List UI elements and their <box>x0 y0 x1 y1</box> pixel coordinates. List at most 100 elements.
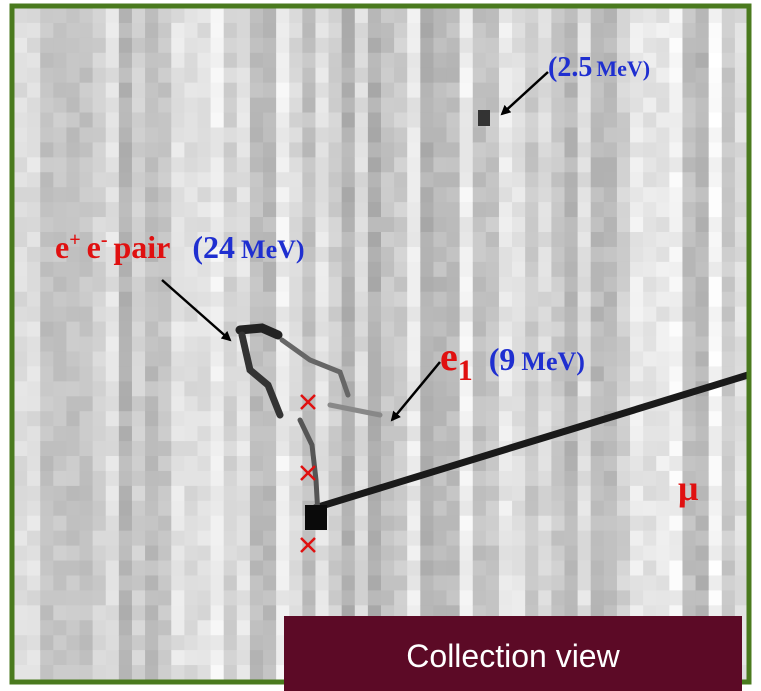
noise-cell <box>14 172 28 187</box>
noise-cell <box>656 53 670 68</box>
noise-cell <box>211 561 225 576</box>
noise-cell <box>14 546 28 561</box>
noise-cell <box>538 486 552 501</box>
noise-cell <box>132 202 146 217</box>
noise-cell <box>237 590 251 605</box>
noise-cell <box>709 516 723 531</box>
noise-cell <box>473 531 487 546</box>
noise-cell <box>656 202 670 217</box>
noise-cell <box>394 98 408 113</box>
noise-cell <box>93 590 107 605</box>
noise-cell <box>27 471 41 486</box>
noise-cell <box>40 575 54 590</box>
noise-cell <box>578 38 592 53</box>
noise-cell <box>630 8 644 23</box>
noise-cell <box>263 83 277 98</box>
noise-cell <box>709 575 723 590</box>
noise-cell <box>709 471 723 486</box>
noise-cell <box>722 217 736 232</box>
noise-cell <box>591 277 605 292</box>
noise-cell <box>145 23 159 38</box>
noise-cell <box>329 187 343 202</box>
blob <box>478 110 490 126</box>
noise-cell <box>14 605 28 620</box>
noise-cell <box>145 561 159 576</box>
noise-cell <box>66 142 80 157</box>
noise-cell <box>145 172 159 187</box>
noise-cell <box>486 8 500 23</box>
noise-cell <box>184 351 198 366</box>
noise-cell <box>80 337 94 352</box>
noise-cell <box>40 187 54 202</box>
noise-cell <box>551 83 565 98</box>
noise-cell <box>447 262 461 277</box>
noise-cell <box>682 262 696 277</box>
noise-cell <box>420 546 434 561</box>
noise-cell <box>263 351 277 366</box>
noise-cell <box>722 247 736 262</box>
noise-cell <box>604 98 618 113</box>
noise-cell <box>394 83 408 98</box>
noise-cell <box>735 441 749 456</box>
noise-cell <box>224 411 238 426</box>
noise-cell <box>27 426 41 441</box>
noise-cell <box>27 157 41 172</box>
noise-cell <box>40 411 54 426</box>
noise-cell <box>302 202 316 217</box>
noise-cell <box>14 217 28 232</box>
noise-cell <box>407 516 421 531</box>
noise-cell <box>315 590 329 605</box>
noise-cell <box>486 292 500 307</box>
noise-cell <box>709 456 723 471</box>
noise-cell <box>565 546 579 561</box>
noise-cell <box>237 456 251 471</box>
noise-cell <box>184 635 198 650</box>
noise-cell <box>565 471 579 486</box>
noise-cell <box>538 38 552 53</box>
noise-cell <box>669 187 683 202</box>
noise-cell <box>132 337 146 352</box>
noise-cell <box>433 232 447 247</box>
noise-cell <box>342 351 356 366</box>
noise-cell <box>66 157 80 172</box>
noise-cell <box>184 516 198 531</box>
noise-cell <box>119 471 133 486</box>
noise-cell <box>145 426 159 441</box>
noise-cell <box>198 172 212 187</box>
noise-cell <box>551 187 565 202</box>
noise-cell <box>237 217 251 232</box>
noise-cell <box>447 113 461 128</box>
noise-cell <box>315 307 329 322</box>
noise-cell <box>630 486 644 501</box>
noise-cell <box>591 456 605 471</box>
noise-cell <box>66 187 80 202</box>
noise-cell <box>237 635 251 650</box>
noise-cell <box>420 351 434 366</box>
noise-cell <box>289 307 303 322</box>
noise-cell <box>198 635 212 650</box>
noise-cell <box>368 157 382 172</box>
noise-cell <box>145 605 159 620</box>
noise-cell <box>656 157 670 172</box>
noise-cell <box>66 605 80 620</box>
noise-cell <box>315 262 329 277</box>
noise-cell <box>211 38 225 53</box>
noise-cell <box>198 396 212 411</box>
noise-cell <box>604 157 618 172</box>
noise-cell <box>643 142 657 157</box>
noise-cell <box>682 157 696 172</box>
noise-cell <box>447 202 461 217</box>
noise-cell <box>709 351 723 366</box>
noise-cell <box>119 501 133 516</box>
noise-cell <box>486 531 500 546</box>
noise-cell <box>722 83 736 98</box>
noise-cell <box>80 366 94 381</box>
noise-cell <box>315 546 329 561</box>
noise-cell <box>93 396 107 411</box>
noise-cell <box>66 127 80 142</box>
noise-cell <box>40 262 54 277</box>
noise-cell <box>302 217 316 232</box>
noise-cell <box>342 546 356 561</box>
noise-cell <box>145 411 159 426</box>
noise-cell <box>158 113 172 128</box>
